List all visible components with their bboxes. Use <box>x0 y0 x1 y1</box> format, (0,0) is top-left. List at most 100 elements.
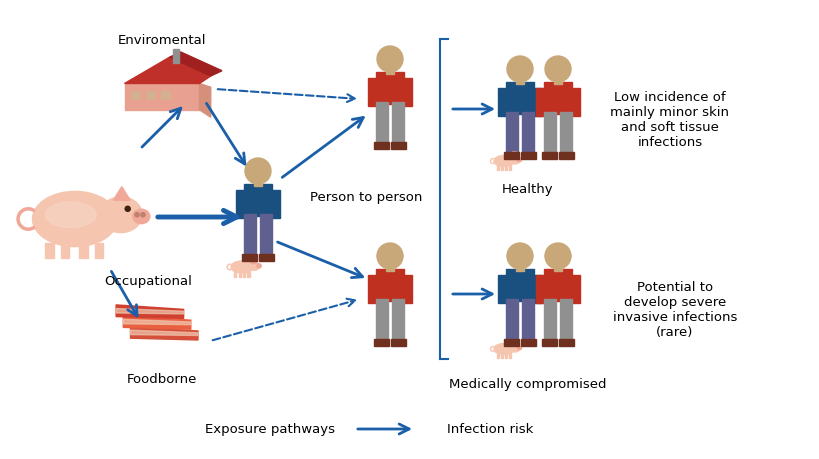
Text: Person to person: Person to person <box>310 191 422 204</box>
FancyBboxPatch shape <box>543 269 572 302</box>
Circle shape <box>506 243 532 269</box>
FancyBboxPatch shape <box>402 79 411 107</box>
FancyBboxPatch shape <box>559 113 572 155</box>
Text: Enviromental: Enviromental <box>118 34 206 46</box>
FancyBboxPatch shape <box>173 50 179 63</box>
Ellipse shape <box>45 202 96 228</box>
FancyBboxPatch shape <box>515 71 523 85</box>
FancyBboxPatch shape <box>497 89 506 117</box>
FancyBboxPatch shape <box>496 353 499 358</box>
Circle shape <box>141 213 145 218</box>
Ellipse shape <box>256 264 261 268</box>
Ellipse shape <box>517 159 521 162</box>
FancyBboxPatch shape <box>386 61 393 75</box>
Polygon shape <box>116 305 183 319</box>
FancyBboxPatch shape <box>520 153 536 160</box>
Ellipse shape <box>493 156 514 167</box>
FancyBboxPatch shape <box>376 73 404 105</box>
Polygon shape <box>199 84 210 118</box>
FancyBboxPatch shape <box>236 190 245 218</box>
FancyBboxPatch shape <box>497 275 506 303</box>
Polygon shape <box>124 58 210 84</box>
FancyBboxPatch shape <box>543 113 555 155</box>
FancyBboxPatch shape <box>505 166 506 171</box>
FancyBboxPatch shape <box>570 275 579 303</box>
Ellipse shape <box>493 344 514 355</box>
FancyBboxPatch shape <box>402 275 411 303</box>
FancyBboxPatch shape <box>500 166 502 171</box>
Ellipse shape <box>33 192 117 247</box>
Circle shape <box>377 243 402 269</box>
FancyBboxPatch shape <box>244 185 272 217</box>
FancyBboxPatch shape <box>260 214 272 257</box>
FancyBboxPatch shape <box>94 243 103 258</box>
Ellipse shape <box>517 347 521 350</box>
FancyBboxPatch shape <box>391 103 404 145</box>
FancyBboxPatch shape <box>242 272 245 277</box>
FancyBboxPatch shape <box>238 272 241 277</box>
FancyBboxPatch shape <box>536 275 545 303</box>
FancyBboxPatch shape <box>500 353 502 358</box>
FancyBboxPatch shape <box>234 272 236 277</box>
Text: Potential to
develop severe
invasive infections
(rare): Potential to develop severe invasive inf… <box>612 280 736 338</box>
FancyBboxPatch shape <box>146 92 155 99</box>
FancyBboxPatch shape <box>541 153 556 160</box>
Text: Healthy: Healthy <box>501 183 553 196</box>
FancyBboxPatch shape <box>509 353 510 358</box>
FancyBboxPatch shape <box>242 254 256 262</box>
FancyBboxPatch shape <box>511 340 516 346</box>
FancyBboxPatch shape <box>376 299 387 341</box>
FancyBboxPatch shape <box>247 272 250 277</box>
Text: Infection risk: Infection risk <box>446 423 532 436</box>
FancyBboxPatch shape <box>386 257 393 271</box>
Text: Occupational: Occupational <box>104 275 192 288</box>
FancyBboxPatch shape <box>504 339 518 346</box>
FancyBboxPatch shape <box>543 83 572 115</box>
FancyBboxPatch shape <box>161 92 170 99</box>
Text: Foodborne: Foodborne <box>127 373 197 386</box>
FancyBboxPatch shape <box>251 257 256 264</box>
FancyBboxPatch shape <box>570 89 579 117</box>
FancyBboxPatch shape <box>505 113 518 155</box>
FancyBboxPatch shape <box>541 339 556 346</box>
FancyBboxPatch shape <box>61 243 69 258</box>
FancyBboxPatch shape <box>391 339 405 346</box>
FancyBboxPatch shape <box>391 299 404 341</box>
Circle shape <box>545 243 570 269</box>
Polygon shape <box>130 327 197 340</box>
FancyBboxPatch shape <box>509 166 510 171</box>
FancyBboxPatch shape <box>376 103 387 145</box>
Ellipse shape <box>231 261 253 274</box>
FancyBboxPatch shape <box>259 254 274 262</box>
FancyBboxPatch shape <box>496 166 499 171</box>
FancyBboxPatch shape <box>373 143 388 150</box>
FancyBboxPatch shape <box>505 83 533 115</box>
FancyBboxPatch shape <box>505 299 518 341</box>
FancyBboxPatch shape <box>559 299 572 341</box>
Ellipse shape <box>248 262 260 271</box>
FancyBboxPatch shape <box>368 275 377 303</box>
FancyBboxPatch shape <box>504 153 518 160</box>
FancyBboxPatch shape <box>45 243 54 258</box>
Circle shape <box>506 57 532 83</box>
FancyBboxPatch shape <box>254 173 262 187</box>
Ellipse shape <box>100 197 142 233</box>
Circle shape <box>135 213 139 218</box>
FancyBboxPatch shape <box>554 71 561 85</box>
FancyBboxPatch shape <box>515 257 523 271</box>
FancyBboxPatch shape <box>376 269 404 302</box>
Text: Exposure pathways: Exposure pathways <box>205 423 335 436</box>
Text: Medically compromised: Medically compromised <box>449 378 606 391</box>
Ellipse shape <box>509 157 519 165</box>
FancyBboxPatch shape <box>124 84 199 111</box>
Circle shape <box>545 57 570 83</box>
FancyBboxPatch shape <box>505 269 533 302</box>
Polygon shape <box>116 309 183 314</box>
FancyBboxPatch shape <box>505 353 506 358</box>
Polygon shape <box>113 187 130 201</box>
Polygon shape <box>130 330 197 336</box>
FancyBboxPatch shape <box>532 275 541 303</box>
Polygon shape <box>123 316 191 330</box>
FancyBboxPatch shape <box>543 299 555 341</box>
Polygon shape <box>123 319 191 325</box>
